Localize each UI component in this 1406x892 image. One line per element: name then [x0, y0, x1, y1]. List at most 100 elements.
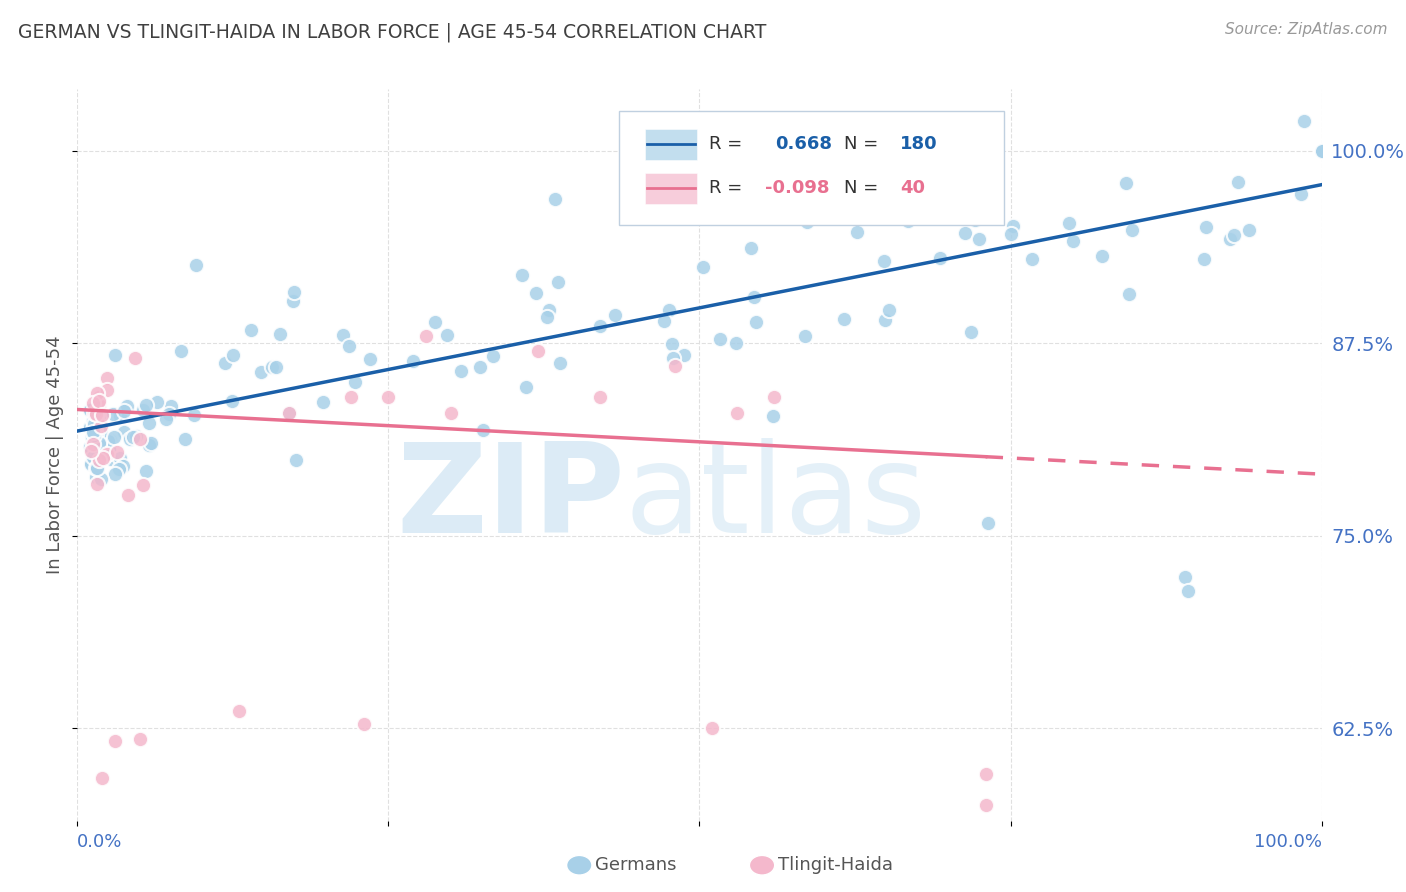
- Text: ZIP: ZIP: [396, 438, 624, 559]
- Point: [104, 467, 127, 481]
- Point: [963, 212, 986, 227]
- Point: [90, 418, 112, 433]
- Point: [117, 488, 139, 502]
- Point: [240, 323, 263, 337]
- Point: [104, 733, 127, 747]
- Point: [90, 441, 112, 455]
- Text: -0.098: -0.098: [765, 179, 830, 197]
- Point: [662, 351, 685, 365]
- Point: [84, 427, 107, 442]
- Point: [84, 427, 107, 442]
- Point: [1195, 220, 1218, 235]
- Point: [83, 406, 105, 420]
- Point: [214, 355, 236, 369]
- Text: 0.0%: 0.0%: [77, 833, 122, 851]
- Point: [832, 312, 855, 326]
- Point: [547, 275, 569, 289]
- Y-axis label: In Labor Force | Age 45-54: In Labor Force | Age 45-54: [46, 335, 65, 574]
- Point: [544, 192, 567, 206]
- Point: [929, 251, 952, 265]
- Text: 0.668: 0.668: [775, 135, 832, 153]
- Point: [79, 402, 101, 417]
- Point: [664, 359, 686, 374]
- Point: [1223, 228, 1246, 243]
- Text: N =: N =: [844, 135, 879, 153]
- Point: [221, 348, 243, 362]
- Text: Source: ZipAtlas.com: Source: ZipAtlas.com: [1225, 22, 1388, 37]
- Point: [661, 336, 683, 351]
- Point: [117, 399, 139, 413]
- Point: [87, 446, 110, 460]
- Point: [1289, 186, 1312, 201]
- Point: [1310, 144, 1333, 158]
- Point: [128, 732, 150, 747]
- Point: [79, 440, 101, 454]
- Point: [79, 419, 101, 434]
- Point: [794, 328, 817, 343]
- Point: [960, 326, 983, 340]
- Point: [524, 285, 547, 300]
- Point: [108, 462, 131, 476]
- Point: [1310, 144, 1333, 158]
- Point: [436, 327, 458, 342]
- FancyBboxPatch shape: [645, 129, 697, 161]
- Text: Tlingit-Haida: Tlingit-Haida: [778, 856, 893, 874]
- Point: [183, 408, 205, 422]
- Point: [84, 417, 107, 431]
- Point: [96, 384, 118, 398]
- Point: [974, 767, 997, 781]
- Point: [359, 352, 381, 367]
- Point: [86, 477, 108, 491]
- Point: [82, 430, 104, 444]
- Point: [90, 406, 112, 420]
- Point: [1310, 144, 1333, 158]
- Point: [91, 450, 114, 465]
- Point: [700, 721, 723, 735]
- Point: [526, 343, 548, 358]
- Point: [1310, 144, 1333, 158]
- Point: [155, 412, 177, 426]
- Point: [1310, 144, 1333, 158]
- Point: [415, 328, 437, 343]
- Point: [146, 395, 169, 409]
- Text: 180: 180: [900, 135, 938, 153]
- Point: [332, 328, 354, 343]
- Point: [423, 315, 446, 329]
- Point: [440, 406, 463, 420]
- Point: [125, 428, 148, 442]
- Point: [84, 408, 107, 422]
- Point: [1121, 223, 1143, 237]
- Point: [79, 440, 101, 454]
- Point: [589, 319, 612, 334]
- Point: [132, 403, 155, 417]
- Point: [260, 360, 283, 375]
- Point: [468, 360, 491, 375]
- Point: [135, 398, 157, 412]
- Point: [1310, 144, 1333, 158]
- Point: [654, 313, 676, 327]
- Point: [471, 423, 494, 437]
- Point: [1310, 144, 1333, 158]
- Point: [89, 453, 111, 467]
- Point: [281, 293, 304, 308]
- Point: [79, 456, 101, 470]
- Point: [120, 432, 142, 446]
- Point: [515, 379, 537, 393]
- Point: [269, 327, 291, 342]
- Point: [1239, 223, 1261, 237]
- Point: [86, 461, 108, 475]
- Point: [82, 396, 104, 410]
- Point: [1021, 252, 1043, 267]
- Point: [402, 353, 425, 368]
- Point: [692, 260, 714, 275]
- Point: [1310, 144, 1333, 158]
- Point: [1192, 252, 1215, 266]
- Point: [98, 442, 121, 457]
- Point: [1173, 570, 1195, 584]
- Point: [249, 364, 271, 378]
- Point: [160, 399, 183, 413]
- Point: [740, 241, 762, 255]
- Point: [80, 444, 103, 458]
- Point: [481, 349, 503, 363]
- Point: [86, 386, 108, 401]
